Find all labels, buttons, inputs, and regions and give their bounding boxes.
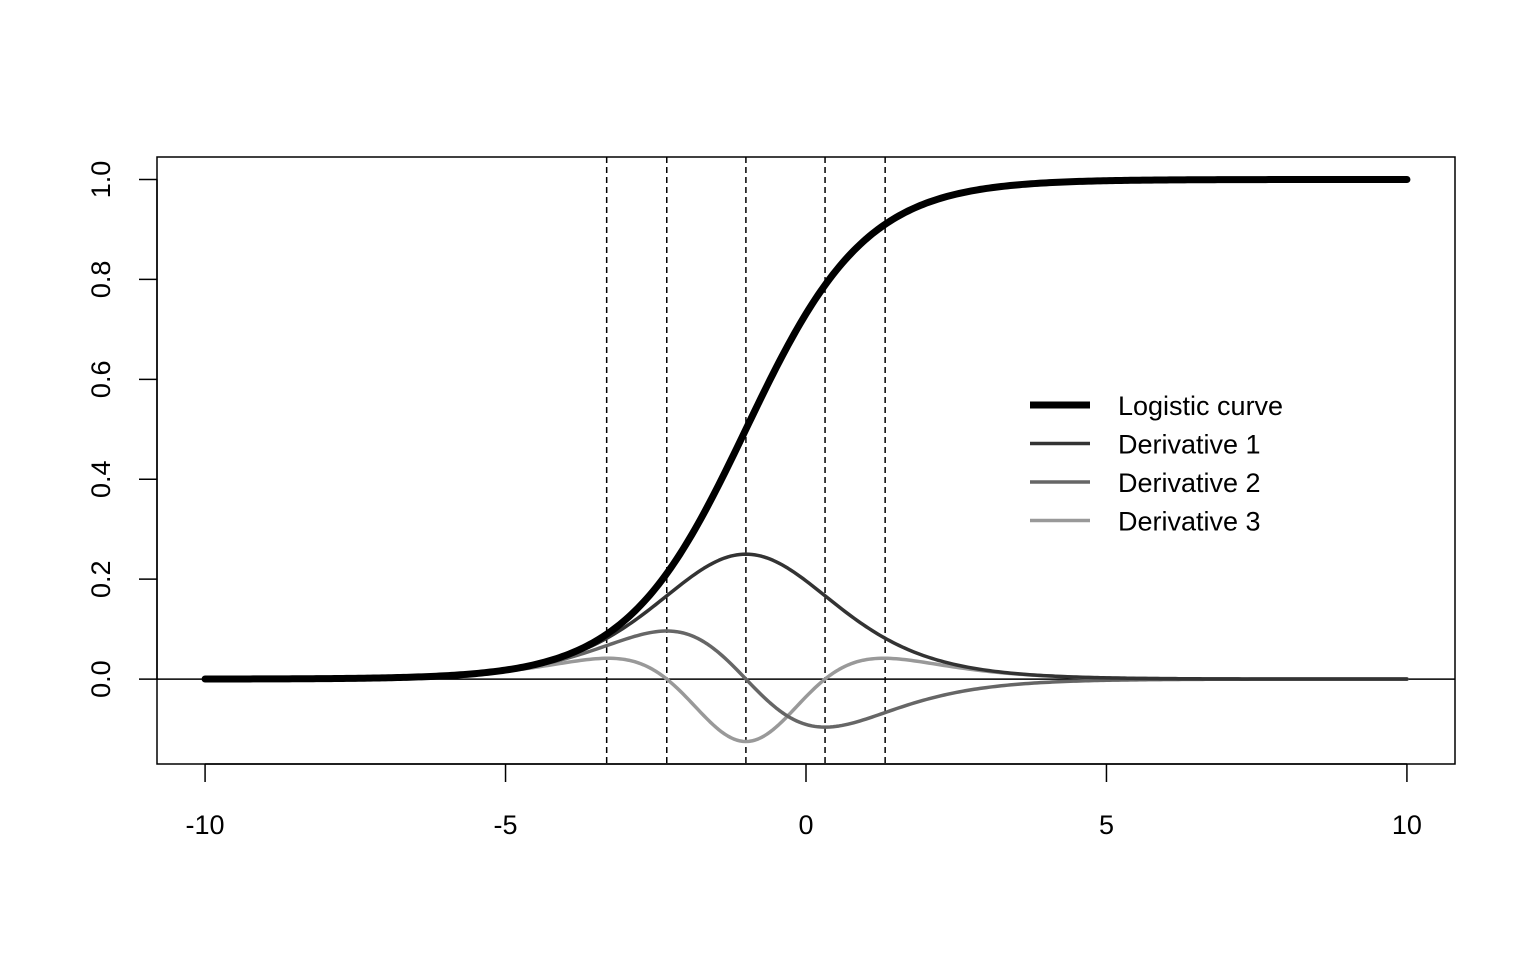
x-axis: -10 -5 0 5 10	[186, 763, 1422, 840]
y-axis: 0.0 0.2 0.4 0.6 0.8 1.0	[86, 161, 158, 698]
x-tick-label: 10	[1392, 810, 1422, 840]
x-tick-label: -10	[186, 810, 225, 840]
series-line-2	[203, 552, 1409, 681]
legend-label-2: Derivative 1	[1118, 430, 1261, 460]
series-line-1	[201, 175, 1411, 683]
legend-label-1: Logistic curve	[1118, 391, 1283, 421]
series-line-4	[203, 656, 1409, 744]
legend-label-4: Derivative 3	[1118, 507, 1261, 537]
series-lines	[201, 175, 1411, 744]
x-tick-label: 5	[1099, 810, 1114, 840]
x-tick-label: 0	[798, 810, 813, 840]
legend-label-3: Derivative 2	[1118, 468, 1261, 498]
legend: Logistic curve Derivative 1 Derivative 2 De…	[1030, 391, 1283, 537]
x-tick-label: -5	[494, 810, 518, 840]
y-tick-label: 0.8	[86, 261, 116, 299]
y-tick-label: 0.2	[86, 560, 116, 598]
y-tick-label: 0.0	[86, 660, 116, 698]
y-tick-label: 0.4	[86, 460, 116, 498]
y-tick-label: 0.6	[86, 361, 116, 399]
y-tick-label: 1.0	[86, 161, 116, 199]
plot-frame	[156, 156, 1456, 765]
reference-lines	[157, 157, 1455, 764]
